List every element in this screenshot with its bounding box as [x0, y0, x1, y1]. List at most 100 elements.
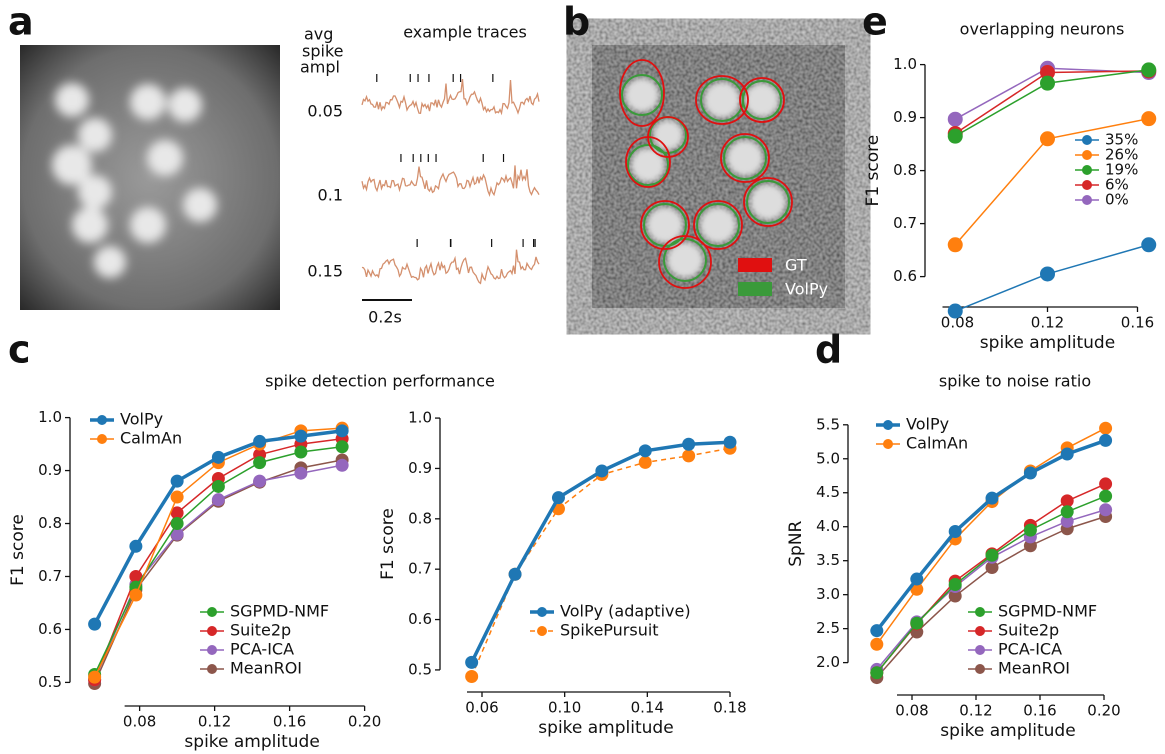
y-tick-label: 3.0 — [816, 585, 840, 603]
legend-label: GT — [785, 256, 807, 275]
data-point — [985, 560, 999, 574]
data-point — [508, 567, 522, 581]
legend-label: PCA-ICA — [230, 640, 294, 659]
y-tick-label: 0.9 — [38, 461, 62, 479]
x-tick-label: 0.14 — [631, 699, 664, 717]
y-tick-label: 5.0 — [816, 449, 840, 467]
data-point — [1099, 489, 1113, 503]
data-point — [1023, 466, 1037, 480]
data-point — [253, 456, 267, 470]
x-tick-label: 0.20 — [1087, 702, 1120, 720]
data-point — [1023, 523, 1037, 537]
data-point — [1060, 447, 1074, 461]
data-point — [294, 445, 308, 459]
data-point — [253, 434, 267, 448]
data-point — [1099, 477, 1113, 491]
legend-marker — [207, 607, 217, 617]
x-tick-label: 0.08 — [123, 713, 156, 731]
data-point — [294, 466, 308, 480]
x-tick-label: 0.12 — [959, 702, 992, 720]
y-tick-label: 0.6 — [38, 620, 62, 638]
legend-marker — [975, 645, 985, 655]
legend-marker — [97, 434, 107, 444]
data-point — [682, 449, 696, 463]
y-axis-label: SpNR — [786, 520, 806, 566]
data-point — [1099, 421, 1113, 435]
data-point — [910, 616, 924, 630]
traces-title: example traces — [403, 23, 527, 42]
x-tick-label: 0.16 — [1121, 314, 1154, 332]
legend-marker — [537, 626, 547, 636]
data-point — [1099, 503, 1113, 517]
y-tick-label: 0.8 — [38, 514, 62, 532]
legend-label: CalmAn — [120, 429, 182, 448]
legend-marker — [207, 645, 217, 655]
x-tick-label: 0.20 — [348, 713, 381, 731]
chart-title: spike to noise ratio — [939, 372, 1091, 391]
series-line — [470, 447, 731, 677]
data-point — [253, 474, 267, 488]
data-point — [170, 527, 184, 541]
x-tick-label: 0.06 — [465, 699, 498, 717]
amplitude-label: 0.1 — [318, 186, 343, 205]
data-point — [870, 637, 884, 651]
legend-marker — [1082, 195, 1092, 205]
data-point — [947, 303, 963, 319]
legend-label: 26% — [1105, 146, 1138, 164]
legend-marker — [1082, 180, 1092, 190]
x-tick-label: 0.08 — [895, 702, 928, 720]
data-point — [1060, 514, 1074, 528]
data-point — [638, 455, 652, 469]
row-header: ampl — [300, 58, 340, 77]
y-tick-label: 4.0 — [816, 517, 840, 535]
y-axis-label: F1 score — [863, 135, 883, 207]
neuron-image-a — [20, 45, 280, 310]
neuron-image-b: GT VolPy — [592, 45, 845, 308]
legend-marker — [883, 420, 893, 430]
data-point — [335, 440, 349, 454]
legend-label: PCA-ICA — [998, 640, 1062, 659]
data-point — [638, 444, 652, 458]
panel-label: d — [815, 328, 842, 372]
y-tick-label: 2.0 — [816, 653, 840, 671]
y-axis-label: F1 score — [8, 514, 28, 586]
legend-marker — [537, 607, 547, 617]
example-traces — [361, 74, 540, 285]
y-tick-label: 1.0 — [38, 408, 62, 426]
scale-bar-label: 0.2s — [368, 308, 402, 327]
y-tick-label: 1.0 — [408, 409, 432, 427]
legend-marker — [1082, 165, 1092, 175]
legend-marker — [975, 626, 985, 636]
data-point — [170, 490, 184, 504]
data-point — [551, 491, 565, 505]
data-point — [947, 128, 963, 144]
data-point — [947, 237, 963, 253]
data-point — [211, 450, 225, 464]
data-point — [335, 458, 349, 472]
legend-label: VolPy (adaptive) — [560, 602, 691, 621]
data-point — [1060, 505, 1074, 519]
amplitude-label: 0.05 — [307, 102, 343, 121]
y-tick-label: 3.5 — [816, 551, 840, 569]
chart-title: spike detection performance — [265, 372, 495, 391]
data-point — [465, 669, 479, 683]
legend-marker — [883, 439, 893, 449]
data-point — [1040, 65, 1055, 81]
data-point — [870, 624, 884, 638]
data-point — [985, 548, 999, 562]
data-point — [910, 572, 924, 586]
legend-swatch-gt — [738, 258, 772, 272]
data-point — [1141, 62, 1157, 78]
legend-label: 0% — [1105, 191, 1129, 209]
legend-label: SGPMD-NMF — [230, 602, 329, 621]
legend-marker — [207, 664, 217, 674]
panel-label: e — [862, 0, 888, 44]
trace — [361, 165, 540, 197]
data-point — [170, 506, 184, 520]
legend-label: Suite2p — [230, 621, 291, 640]
x-tick-label: 0.08 — [941, 314, 974, 332]
y-tick-label: 0.5 — [408, 660, 432, 678]
x-tick-label: 0.10 — [548, 699, 581, 717]
y-tick-label: 2.5 — [816, 619, 840, 637]
